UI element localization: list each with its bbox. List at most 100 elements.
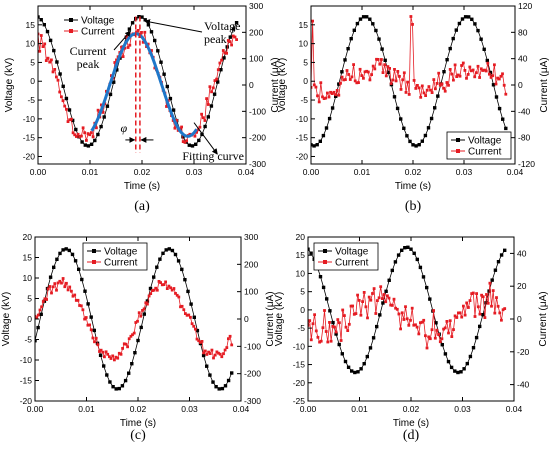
data-point	[368, 78, 372, 82]
data-point	[86, 144, 91, 148]
legend-box	[82, 242, 148, 271]
y-tick-label-left: 20	[23, 232, 33, 242]
data-point	[332, 90, 336, 94]
data-point	[476, 305, 480, 309]
y-tick-label-right: -200	[249, 133, 266, 143]
y-tick-label-right: -40	[518, 106, 531, 116]
data-point	[365, 69, 369, 73]
y-tick-label-right: 0	[517, 314, 522, 324]
data-point	[442, 86, 445, 90]
data-point	[361, 15, 366, 19]
data-point	[215, 350, 219, 354]
data-point	[383, 58, 387, 62]
plot-area	[35, 247, 234, 391]
y-tick-label-left: -20	[20, 396, 33, 406]
data-point	[427, 85, 431, 88]
data-point	[202, 351, 205, 355]
y-tick-label-right: 200	[244, 259, 258, 269]
y-tick-label-right: -300	[249, 159, 266, 169]
data-point	[99, 124, 103, 129]
data-point	[387, 296, 391, 300]
data-point	[418, 265, 423, 270]
data-point	[230, 43, 233, 47]
data-point	[104, 350, 108, 354]
data-point	[74, 127, 78, 132]
data-point	[411, 143, 415, 147]
data-point	[61, 84, 65, 88]
data-point	[494, 82, 498, 86]
data-point	[189, 315, 192, 319]
legend-box	[446, 131, 512, 160]
y-tick-label-right: 80	[518, 27, 528, 37]
data-point	[377, 37, 381, 41]
data-point	[500, 318, 503, 322]
data-point	[129, 334, 133, 338]
data-point	[95, 126, 98, 130]
data-point	[180, 304, 184, 308]
data-point	[308, 324, 310, 327]
data-point	[442, 327, 445, 331]
data-point	[422, 91, 426, 95]
data-point	[488, 70, 493, 75]
data-point	[435, 328, 439, 332]
legend-entry: Current	[104, 258, 138, 269]
data-point	[121, 347, 124, 350]
data-point	[208, 352, 212, 355]
y-tick-label-right: 40	[518, 54, 528, 64]
data-point	[41, 45, 45, 48]
data-point	[63, 104, 67, 108]
data-point	[481, 313, 485, 317]
data-point	[362, 76, 365, 80]
data-point	[70, 117, 73, 121]
data-point	[414, 144, 418, 148]
data-point	[407, 93, 411, 96]
data-point	[127, 27, 132, 31]
data-point	[462, 304, 465, 308]
data-point	[498, 311, 502, 315]
data-point	[399, 117, 403, 121]
data-point	[309, 251, 313, 255]
data-point	[228, 40, 232, 43]
data-point	[121, 55, 125, 58]
data-point	[451, 36, 455, 41]
data-point	[175, 293, 179, 297]
data-point	[443, 89, 447, 93]
data-point	[440, 337, 444, 341]
y-tick-label-left: -5	[24, 335, 32, 345]
data-point	[40, 305, 43, 309]
data-point	[312, 83, 316, 87]
data-point	[200, 340, 204, 343]
data-point	[319, 81, 323, 85]
data-point	[422, 318, 426, 322]
data-point	[174, 292, 177, 295]
legend-marker	[323, 249, 327, 253]
data-point	[74, 299, 78, 302]
legend-entry: Current	[335, 258, 369, 269]
x-tick-label: 0.01	[354, 167, 371, 177]
data-point	[35, 316, 39, 320]
data-point	[412, 323, 416, 327]
data-point	[373, 67, 377, 71]
data-point	[402, 71, 406, 75]
data-point	[48, 38, 53, 43]
data-point	[392, 95, 397, 99]
legend-entry: Voltage	[335, 247, 369, 258]
data-point	[86, 302, 90, 306]
data-point	[179, 305, 182, 309]
data-point	[308, 319, 312, 322]
x-axis-label: Time (s)	[395, 181, 431, 192]
data-point	[43, 42, 47, 46]
data-point	[38, 49, 42, 53]
data-point	[365, 15, 369, 19]
data-point	[162, 72, 166, 76]
data-point	[317, 100, 321, 104]
y-tick-label-left: 10	[23, 273, 33, 283]
data-point	[77, 267, 81, 271]
data-point	[324, 126, 329, 130]
data-point	[308, 247, 310, 251]
data-point	[362, 291, 366, 294]
data-point	[336, 318, 340, 321]
data-point	[404, 91, 408, 94]
